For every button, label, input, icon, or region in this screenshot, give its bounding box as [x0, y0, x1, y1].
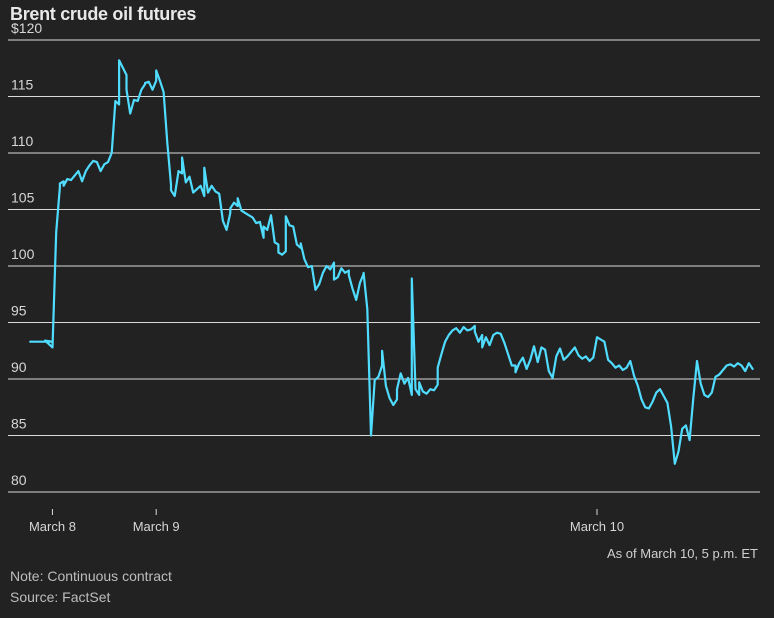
series-line-brent — [29, 59, 754, 465]
y-axis-labels: $120 115 110 105 100 95 90 85 80 — [11, 20, 42, 488]
x-tick-label: March 8 — [29, 519, 76, 534]
x-tick-label: March 9 — [133, 519, 180, 534]
chart-source: Source: FactSet — [10, 589, 111, 605]
y-tick-label: 100 — [11, 246, 35, 262]
y-tick-label: 115 — [11, 77, 34, 93]
series-lines — [29, 59, 754, 465]
y-tick-label: 90 — [11, 359, 27, 375]
y-tick-label: 85 — [11, 416, 27, 432]
gridlines — [8, 39, 760, 493]
x-axis-ticks: March 8 March 9 March 10 — [29, 509, 624, 534]
as-of-label: As of March 10, 5 p.m. ET — [607, 546, 758, 561]
chart-title: Brent crude oil futures — [10, 4, 197, 24]
chart-note: Note: Continuous contract — [10, 568, 172, 584]
y-tick-label: 80 — [11, 472, 27, 488]
y-tick-label: 95 — [11, 303, 27, 319]
y-tick-label: 105 — [11, 190, 35, 206]
x-tick-label: March 10 — [570, 519, 624, 534]
y-tick-label: $120 — [11, 20, 42, 36]
y-tick-label: 110 — [11, 133, 34, 149]
